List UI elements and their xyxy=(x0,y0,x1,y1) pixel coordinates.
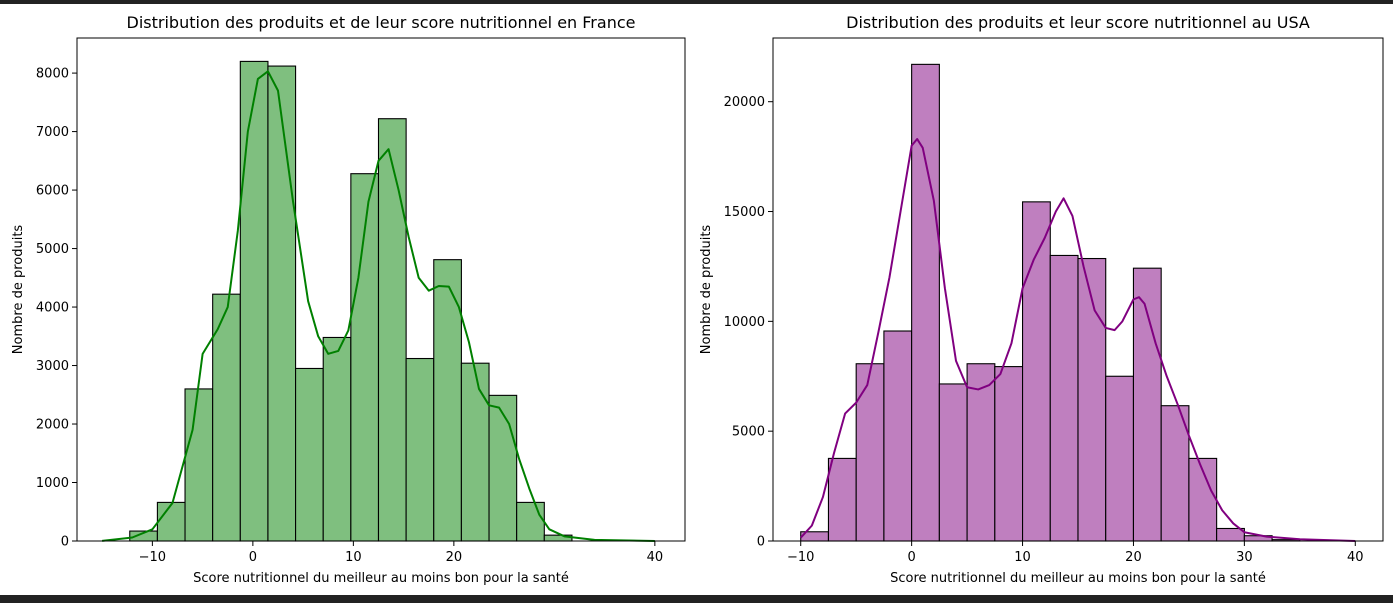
usa-bar xyxy=(1049,254,1079,542)
france-xtick-label: 0 xyxy=(249,550,257,565)
usa-xtick-label: 30 xyxy=(1236,550,1253,565)
france-bar xyxy=(377,118,407,542)
france-bar xyxy=(405,357,435,542)
usa-bar xyxy=(1160,405,1190,542)
france-bar xyxy=(184,388,214,542)
usa-ytick-label: 5000 xyxy=(732,425,765,440)
usa-ytick-label: 10000 xyxy=(724,315,765,330)
usa-bar xyxy=(966,363,996,542)
france-bar xyxy=(239,60,269,542)
usa-chart-title: Distribution des produits et leur score … xyxy=(846,13,1310,32)
france-xtick-label: 10 xyxy=(345,550,362,565)
top-rule xyxy=(0,0,1393,4)
usa-xtick-label: 10 xyxy=(1014,550,1031,565)
france-ytick-label: 1000 xyxy=(36,476,69,491)
france-bar xyxy=(460,362,490,542)
usa-bar xyxy=(883,330,913,542)
usa-xtick-label: 0 xyxy=(907,550,915,565)
usa-y-axis-label: Nombre de produits xyxy=(699,225,714,355)
france-bar xyxy=(295,367,324,542)
usa-ytick-label: 20000 xyxy=(724,95,765,110)
france-ytick-label: 6000 xyxy=(36,184,69,199)
france-kde-line xyxy=(102,70,655,542)
france-ytick-label: 2000 xyxy=(36,418,69,433)
usa-axes-frame xyxy=(772,37,1384,542)
france-bar xyxy=(516,501,545,542)
usa-bar xyxy=(938,383,968,542)
usa-bar xyxy=(1077,257,1107,542)
france-axes-frame xyxy=(76,37,686,542)
france-chart: −10 0 10 20 40 0 1000 2000 3000 4000 5000 6000 7000 8… xyxy=(11,13,686,586)
france-ytick-label: 8000 xyxy=(36,67,69,82)
france-bar xyxy=(488,394,518,542)
usa-bar xyxy=(911,63,940,542)
france-bar xyxy=(322,336,352,542)
france-xtick-label: −10 xyxy=(139,550,166,565)
usa-bar xyxy=(1216,527,1245,542)
france-bar xyxy=(433,259,462,542)
france-chart-title: Distribution des produits et de leur sco… xyxy=(127,13,636,32)
usa-bar xyxy=(1132,267,1162,542)
france-ytick-label: 7000 xyxy=(36,125,69,140)
france-ytick-label: 4000 xyxy=(36,301,69,316)
bottom-rule xyxy=(0,595,1393,603)
france-x-axis-label: Score nutritionnel du meilleur au moins … xyxy=(193,571,569,586)
france-ytick-label: 5000 xyxy=(36,242,69,257)
france-bar xyxy=(267,65,297,542)
france-y-axis-label: Nombre de produits xyxy=(11,225,26,355)
usa-x-axis-label: Score nutritionnel du meilleur au moins … xyxy=(890,571,1266,586)
usa-bar xyxy=(855,363,885,542)
france-bar xyxy=(156,501,186,542)
usa-ytick-label: 0 xyxy=(757,535,765,550)
france-xtick-label: 20 xyxy=(446,550,463,565)
usa-ytick-label: 15000 xyxy=(724,205,765,220)
usa-kde-line xyxy=(799,138,1356,542)
usa-xtick-label: −10 xyxy=(787,550,814,565)
usa-bar xyxy=(1021,201,1051,542)
france-bar xyxy=(212,293,241,542)
usa-bar xyxy=(827,457,857,542)
usa-xtick-label: 20 xyxy=(1125,550,1142,565)
france-xtick-label: 40 xyxy=(647,550,664,565)
france-ytick-label: 3000 xyxy=(36,359,69,374)
usa-bar xyxy=(1105,375,1135,542)
usa-bar xyxy=(994,366,1024,542)
france-ytick-label: 0 xyxy=(61,535,69,550)
usa-chart: −10 0 10 20 30 40 0 5000 10000 15000 20000 Distribu… xyxy=(699,13,1384,586)
usa-xtick-label: 40 xyxy=(1347,550,1364,565)
